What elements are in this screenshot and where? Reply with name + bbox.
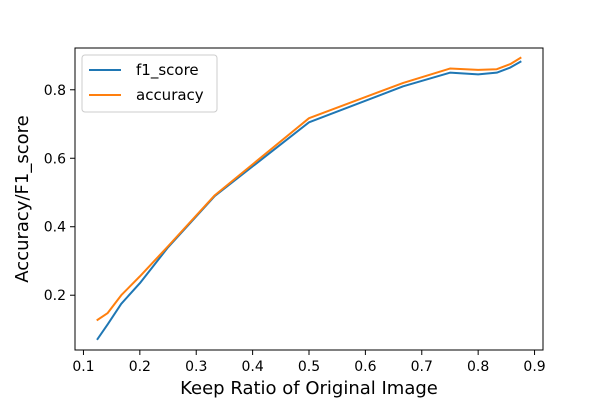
x-axis-ticks: 0.1 0.2 0.3 0.4 0.5 0.6 0.7 0.8 0.9 [72,350,546,375]
x-tick-label: 0.4 [241,359,263,375]
series-layer [96,56,522,341]
x-tick-label: 0.5 [298,359,320,375]
legend-label-accuracy: accuracy [136,86,204,104]
x-tick-label: 0.6 [354,359,376,375]
x-tick-label: 0.7 [411,359,433,375]
y-axis-label: Accuracy/F1_score [12,115,33,282]
legend-label-f1-score: f1_score [136,61,199,80]
y-tick-label: 0.2 [44,288,66,304]
x-tick-label: 0.9 [523,359,545,375]
legend: f1_score accuracy [81,54,218,113]
y-tick-label: 0.4 [44,220,66,236]
y-tick-label: 0.6 [44,151,66,167]
x-tick-label: 0.1 [72,359,94,375]
y-tick-label: 0.8 [44,83,66,99]
x-tick-label: 0.8 [467,359,489,375]
series-line-accuracy [96,56,522,322]
series-line-f1-score [96,60,522,341]
y-axis-ticks: 0.2 0.4 0.6 0.8 [44,83,75,304]
x-tick-label: 0.2 [129,359,151,375]
x-axis-label: Keep Ratio of Original Image [180,378,438,399]
x-tick-label: 0.3 [185,359,207,375]
